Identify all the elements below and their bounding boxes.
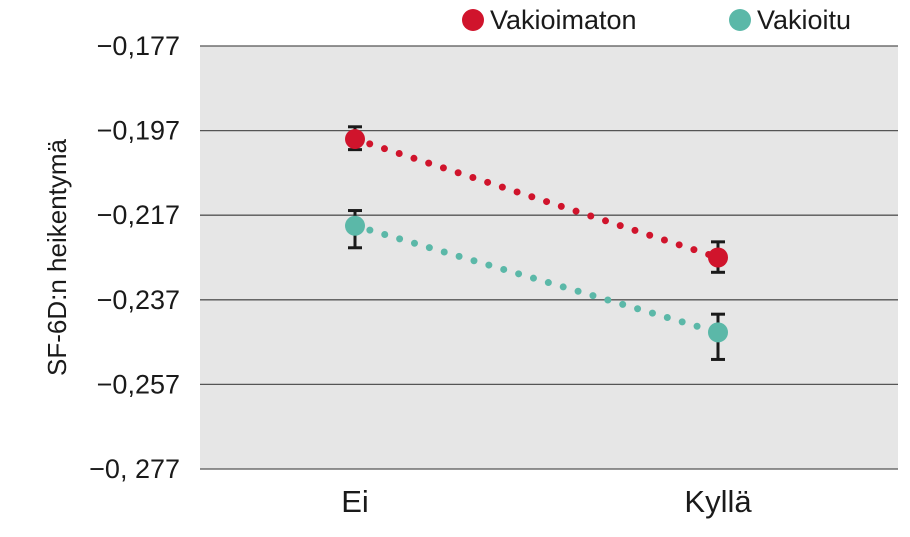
legend: Vakioimaton Vakioitu <box>462 5 851 35</box>
data-point <box>345 129 365 150</box>
data-point <box>345 215 365 236</box>
series-line <box>351 222 722 336</box>
y-tick-label: −0,197 <box>97 116 180 146</box>
y-axis-label: SF-6D:n heikentymä <box>42 138 72 376</box>
plot-area <box>200 46 898 469</box>
y-tick-label: −0,217 <box>97 200 180 230</box>
data-point <box>708 322 728 343</box>
x-tick-label: Ei <box>341 484 369 519</box>
legend-marker <box>729 9 751 31</box>
y-tick-label: −0,257 <box>97 369 180 399</box>
legend-marker <box>462 9 484 31</box>
data-point <box>708 247 728 268</box>
legend-label: Vakioimaton <box>490 5 637 35</box>
legend-label: Vakioitu <box>757 5 851 35</box>
y-tick-label: −0, 277 <box>89 454 180 484</box>
x-tick-labels: Ei Kyllä <box>341 484 752 519</box>
x-tick-label: Kyllä <box>684 484 752 519</box>
y-tick-label: −0,177 <box>97 31 180 61</box>
series-layer <box>345 125 728 361</box>
y-tick-labels: −0,177 −0,197 −0,217 −0,237 −0,257 −0, 277 <box>89 31 180 484</box>
gridlines <box>200 45 898 470</box>
y-tick-label: −0,237 <box>97 285 180 315</box>
series-line <box>351 135 722 261</box>
